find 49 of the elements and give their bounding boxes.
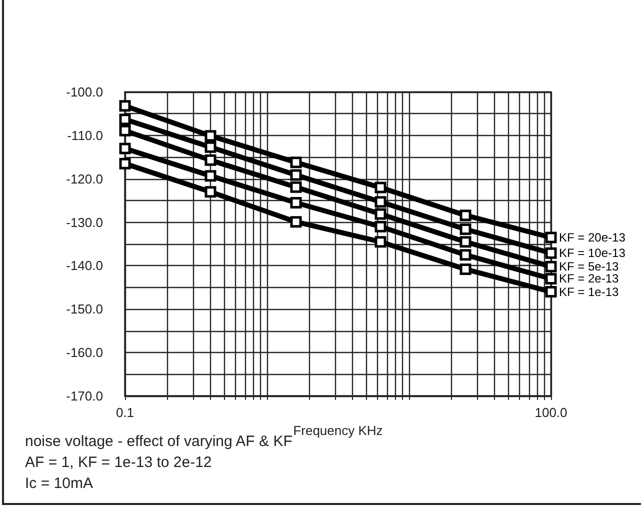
point: [545, 247, 557, 259]
y-tick-label: -170.0: [66, 388, 103, 404]
series-label: KF = 5e-13: [559, 260, 620, 274]
y-tick-label: -160.0: [66, 345, 103, 360]
x-tick-label: 0.1: [116, 405, 134, 420]
point: [290, 216, 302, 228]
point: [374, 208, 386, 220]
point: [460, 263, 472, 275]
point: [290, 181, 302, 193]
point: [290, 196, 302, 208]
point: [119, 158, 131, 170]
point: [290, 169, 302, 181]
point: [374, 220, 386, 232]
y-tick-label: -100.0: [66, 84, 103, 100]
point: [204, 154, 216, 166]
series-label: KF = 10e-13: [559, 246, 626, 260]
point: [290, 156, 302, 168]
point: [119, 114, 131, 126]
point: [374, 236, 386, 248]
point: [374, 196, 386, 208]
point: [545, 272, 557, 284]
point: [119, 100, 131, 112]
point: [460, 249, 472, 261]
point: [119, 142, 131, 154]
y-tick-label: -110.0: [67, 128, 103, 143]
text: Ic = 10mA: [25, 475, 93, 492]
point: [545, 260, 557, 272]
series-label: KF = 20e-13: [559, 230, 626, 244]
y-tick-label: -140.0: [66, 258, 103, 274]
point: [460, 210, 472, 222]
point: [545, 286, 557, 298]
point: [545, 232, 557, 244]
text: AF = 1, KF = 1e-13 to 2e-12: [25, 454, 212, 471]
point: [119, 124, 131, 136]
point: [204, 186, 216, 198]
point: [204, 170, 216, 182]
point: [460, 236, 472, 248]
point: [204, 141, 216, 153]
point: [460, 223, 472, 235]
y-tick-label: -150.0: [66, 302, 103, 317]
y-tick-label: -130.0: [66, 214, 103, 230]
series-label: KF = 1e-13: [559, 284, 620, 299]
point: [374, 182, 386, 194]
y-tick-label: -120.0: [66, 171, 103, 186]
x-tick-label: 100.0: [534, 405, 568, 420]
x-axis-title: Frequency KHz: [293, 422, 383, 438]
text: noise voltage - effect of varying AF & KF: [25, 433, 292, 450]
point: [204, 130, 216, 142]
series-label: KF = 2e-13: [559, 272, 620, 286]
